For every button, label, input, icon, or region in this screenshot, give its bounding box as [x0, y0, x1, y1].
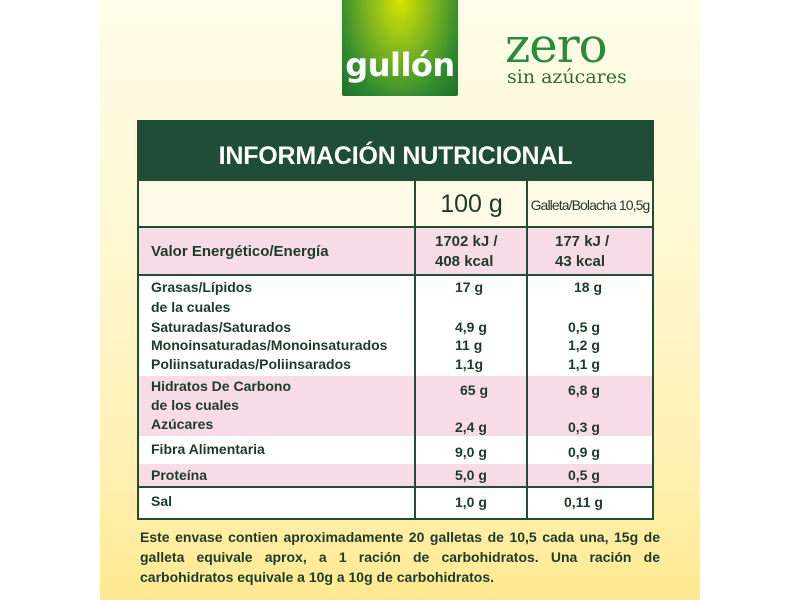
row-separator — [139, 436, 652, 438]
mono-value-100g: 11 g — [455, 337, 483, 353]
header-100g: 100 g — [440, 190, 503, 218]
protein-divider — [139, 486, 652, 488]
row-separator — [139, 462, 652, 464]
poly-label: Poliinsaturadas/Poliinsarados — [151, 356, 351, 372]
saturated-value-serving: 0,5 g — [568, 319, 600, 335]
energy-value-serving: 177 kJ / 43 kcal — [555, 232, 609, 272]
table-row — [139, 376, 652, 436]
saturated-label: Saturadas/Saturados — [151, 319, 292, 335]
energy-value-100g: 1702 kJ / 408 kcal — [435, 232, 498, 272]
protein-label: Proteína — [151, 467, 208, 483]
carbs-label: Hidratos De Carbono — [151, 378, 292, 394]
fiber-value-serving: 0,9 g — [568, 444, 600, 460]
carbs-value-100g: 65 g — [460, 382, 489, 398]
table-title: INFORMACIÓN NUTRICIONAL — [139, 122, 652, 181]
logo-text: gullón — [345, 46, 455, 84]
zero-wordmark: zero — [505, 18, 608, 74]
table-row — [139, 488, 652, 518]
header-serving: Galleta/Bolacha 10,5g — [530, 197, 651, 213]
fat-sublabel: de la cuales — [151, 299, 231, 315]
energy-100g-kcal: 408 kcal — [435, 253, 494, 270]
carbs-value-serving: 6,8 g — [568, 382, 600, 398]
protein-value-100g: 5,0 g — [455, 467, 487, 483]
table-row — [139, 276, 652, 376]
nutrition-table: INFORMACIÓN NUTRICIONAL 100 g Galleta/Bo… — [137, 120, 654, 520]
energy-label: Valor Energético/Energía — [151, 243, 329, 260]
table-row — [139, 438, 652, 462]
column-divider — [414, 181, 416, 518]
fiber-value-100g: 9,0 g — [455, 444, 487, 460]
header-divider — [139, 226, 652, 228]
salt-label: Sal — [151, 493, 173, 509]
poly-value-serving: 1,1 g — [568, 356, 600, 372]
table-row — [139, 464, 652, 486]
protein-value-serving: 0,5 g — [568, 467, 600, 483]
salt-value-serving: 0,11 g — [564, 494, 603, 510]
fat-value-100g: 17 g — [455, 279, 484, 295]
mono-label: Monoinsaturadas/Monoinsaturados — [151, 337, 388, 353]
energy-100g-kj: 1702 kJ / — [435, 233, 498, 250]
sugar-value-100g: 2,4 g — [455, 419, 487, 435]
carbs-sublabel: de los cuales — [151, 397, 239, 413]
column-divider — [526, 181, 528, 518]
sugar-value-serving: 0,3 g — [568, 419, 600, 435]
energy-divider — [139, 274, 652, 276]
poly-value-100g: 1,1g — [455, 356, 484, 372]
table-row — [139, 228, 652, 274]
fat-value-serving: 18 g — [574, 279, 603, 295]
energy-serving-kj: 177 kJ / — [555, 233, 610, 250]
sugar-label: Azúcares — [151, 416, 214, 432]
mono-value-serving: 1,2 g — [568, 337, 600, 353]
salt-value-100g: 1,0 g — [455, 494, 487, 510]
header-row — [139, 181, 652, 226]
fat-label: Grasas/Lípidos — [151, 279, 253, 295]
gullon-logo: gullón — [342, 0, 458, 96]
saturated-value-100g: 4,9 g — [455, 319, 487, 335]
fiber-label: Fibra Alimentaria — [151, 441, 265, 457]
energy-serving-kcal: 43 kcal — [555, 253, 606, 270]
serving-footnote: Este envase contien aproximadamente 20 g… — [140, 529, 660, 585]
zero-subtitle: sin azúcares — [507, 66, 627, 88]
